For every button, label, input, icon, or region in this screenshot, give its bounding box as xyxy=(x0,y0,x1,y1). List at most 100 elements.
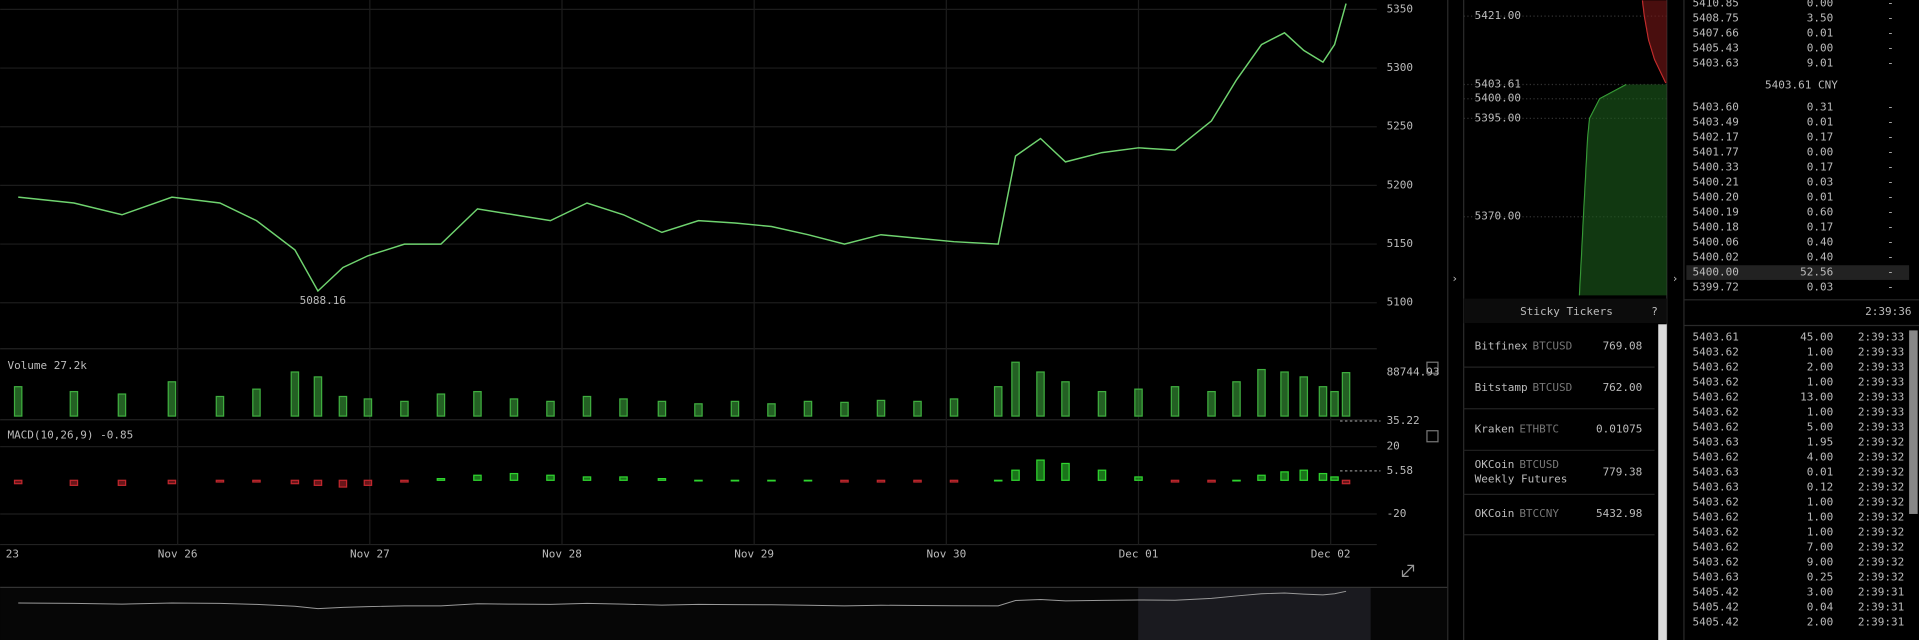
book-price: 5400.00 xyxy=(1693,266,1739,279)
ticker-price: 5432.98 xyxy=(1596,507,1642,520)
bar xyxy=(803,479,813,482)
bar xyxy=(69,390,79,417)
pair: BTCUSD xyxy=(1533,381,1573,394)
panel-header xyxy=(1463,298,1667,324)
bar xyxy=(1061,462,1070,481)
trade-price: 5403.62 xyxy=(1693,511,1739,524)
bar xyxy=(619,476,628,481)
help-button[interactable]: ? xyxy=(1651,305,1658,318)
ticker-price: 0.01075 xyxy=(1596,423,1642,436)
book-amount: 0.17 xyxy=(1807,131,1834,144)
trade-price: 5403.62 xyxy=(1693,346,1739,359)
bar xyxy=(730,400,740,417)
book-amount: 0.17 xyxy=(1807,221,1834,234)
book-amount: 0.00 xyxy=(1807,42,1834,55)
trade-price: 5403.62 xyxy=(1693,361,1739,374)
navigator-window[interactable] xyxy=(1138,587,1371,640)
book-amount: 0.00 xyxy=(1807,0,1834,10)
book-sum: - xyxy=(1887,12,1894,25)
book-amount: 0.40 xyxy=(1807,251,1834,264)
bar xyxy=(1011,361,1020,417)
expand-icon[interactable] xyxy=(1401,564,1415,577)
exchange: OKCoin xyxy=(1475,458,1515,471)
bar xyxy=(167,381,177,417)
trade-price: 5403.63 xyxy=(1693,466,1739,479)
book-sum: - xyxy=(1887,281,1894,294)
trade-amount: 1.00 xyxy=(1807,406,1834,419)
close-pane-button[interactable] xyxy=(1426,430,1439,443)
bar xyxy=(876,479,886,483)
trade-time: 2:39:32 xyxy=(1858,436,1904,449)
y-tick-label: 5200 xyxy=(1387,178,1414,191)
pair: BTCUSD xyxy=(1533,339,1573,352)
pane-title: Volume 27.2k xyxy=(7,359,87,372)
pair: BTCUSD xyxy=(1519,458,1559,471)
trade-price: 5403.63 xyxy=(1693,481,1739,494)
bar xyxy=(1232,381,1241,417)
trade-price: 5403.62 xyxy=(1693,406,1739,419)
book-amount: 0.00 xyxy=(1807,146,1834,159)
bar xyxy=(1232,479,1241,482)
bar xyxy=(363,398,373,417)
bar xyxy=(1061,381,1070,417)
book-price: 5407.66 xyxy=(1693,27,1739,40)
trade-time: 2:39:33 xyxy=(1858,346,1904,359)
bar xyxy=(1299,469,1309,481)
y-tick-label: 5150 xyxy=(1387,237,1414,250)
y-tick-label: 5370.00 xyxy=(1475,210,1521,223)
bar xyxy=(215,395,225,417)
y-tick-label: 5400.00 xyxy=(1475,92,1521,105)
clock: 2:39:36 xyxy=(1865,305,1911,318)
trade-time: 2:39:33 xyxy=(1858,391,1904,404)
bar xyxy=(1280,371,1289,417)
trade-amount: 5.00 xyxy=(1807,421,1834,434)
book-price: 5399.72 xyxy=(1693,281,1739,294)
scrollbar[interactable] xyxy=(1909,330,1918,514)
book-sum: - xyxy=(1887,221,1894,234)
bar xyxy=(473,390,482,417)
bar xyxy=(436,478,446,481)
close-pane-button[interactable] xyxy=(1426,361,1439,374)
book-price: 5400.21 xyxy=(1693,176,1739,189)
collapse-arrow[interactable]: › xyxy=(1451,272,1458,285)
bar xyxy=(117,479,127,486)
bar xyxy=(913,400,922,417)
trade-time: 2:39:32 xyxy=(1858,571,1904,584)
book-price: 5400.33 xyxy=(1693,161,1739,174)
bar xyxy=(1036,371,1045,417)
x-tick-label: Dec 01 xyxy=(1119,547,1159,560)
bar xyxy=(1134,388,1143,417)
bar xyxy=(582,476,592,481)
bar xyxy=(657,400,667,417)
collapse-arrow[interactable]: › xyxy=(1672,272,1679,285)
trade-amount: 45.00 xyxy=(1800,331,1833,344)
trade-amount: 3.00 xyxy=(1807,586,1834,599)
bar xyxy=(949,398,959,417)
bar xyxy=(1299,376,1309,417)
bar xyxy=(767,479,776,482)
book-sum: - xyxy=(1887,131,1894,144)
book-sum: - xyxy=(1887,101,1894,114)
trade-time: 2:39:32 xyxy=(1858,541,1904,554)
trade-price: 5403.62 xyxy=(1693,391,1739,404)
bar xyxy=(803,400,813,417)
trade-amount: 1.00 xyxy=(1807,346,1834,359)
bar xyxy=(1318,472,1328,481)
pair: BTCCNY xyxy=(1519,507,1559,520)
exchange: OKCoin xyxy=(1475,507,1515,520)
bar xyxy=(993,386,1003,417)
book-sum: - xyxy=(1887,251,1894,264)
trade-amount: 1.00 xyxy=(1807,511,1834,524)
y-tick-label: 5421.00 xyxy=(1475,9,1521,22)
book-amount: 3.50 xyxy=(1807,12,1834,25)
bar xyxy=(69,479,79,486)
book-price: 5400.06 xyxy=(1693,236,1739,249)
trade-amount: 1.00 xyxy=(1807,526,1834,539)
book-price: 5400.02 xyxy=(1693,251,1739,264)
ticker-price: 762.00 xyxy=(1603,381,1643,394)
trade-amount: 9.00 xyxy=(1807,556,1834,569)
scrollbar[interactable] xyxy=(1658,324,1667,640)
bar xyxy=(582,395,592,417)
